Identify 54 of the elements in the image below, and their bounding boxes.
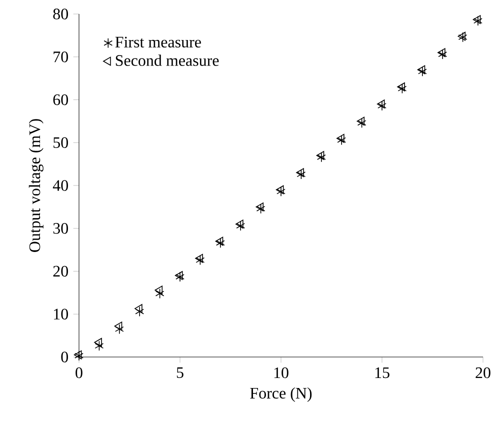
x-tick-label: 0 — [76, 367, 82, 378]
point — [236, 220, 244, 229]
point — [154, 286, 163, 295]
point — [296, 168, 304, 178]
x-tick-label: 10 — [274, 367, 288, 378]
point — [135, 306, 144, 317]
point — [276, 186, 286, 197]
y-tick-label: 50 — [54, 137, 68, 148]
x-axis-title: Force (N) — [250, 387, 312, 402]
x-tick-label: 5 — [176, 367, 184, 378]
point — [174, 271, 183, 280]
point — [256, 204, 266, 214]
point — [337, 134, 346, 146]
point — [417, 65, 426, 74]
point — [155, 288, 164, 299]
point — [114, 322, 122, 331]
point — [215, 236, 224, 246]
point — [418, 66, 427, 77]
point — [376, 100, 385, 108]
y-tick-label: 60 — [53, 94, 68, 106]
y-tick-label: 70 — [54, 51, 68, 62]
point — [94, 338, 102, 347]
y-tick-label: 20 — [53, 266, 68, 277]
point — [438, 48, 446, 58]
point — [276, 185, 284, 194]
point — [196, 255, 205, 266]
point — [357, 118, 366, 128]
point — [356, 116, 365, 126]
point — [336, 134, 344, 143]
x-tick-label: 20 — [476, 367, 490, 378]
point — [176, 272, 184, 282]
legend-label: First measure — [115, 36, 201, 48]
point — [316, 151, 324, 160]
point — [316, 152, 326, 162]
y-tick-label: 30 — [53, 222, 68, 234]
y-tick-label: 80 — [53, 8, 68, 20]
point — [438, 49, 448, 60]
point — [397, 82, 405, 92]
point — [195, 254, 203, 263]
point — [296, 169, 306, 180]
y-tick-label: 10 — [54, 308, 68, 320]
point — [398, 84, 407, 94]
legend-label: Second measure — [116, 54, 219, 66]
point — [114, 324, 124, 334]
point — [134, 304, 142, 313]
y-tick-label: 0 — [61, 352, 68, 362]
point — [256, 202, 264, 212]
x-tick-label: 15 — [375, 367, 390, 378]
y-tick-label: 40 — [52, 180, 68, 191]
point — [216, 238, 225, 248]
y-axis-title: Output voltage (mV) — [28, 119, 44, 252]
point — [378, 100, 386, 111]
point — [94, 340, 104, 351]
point — [236, 220, 246, 231]
